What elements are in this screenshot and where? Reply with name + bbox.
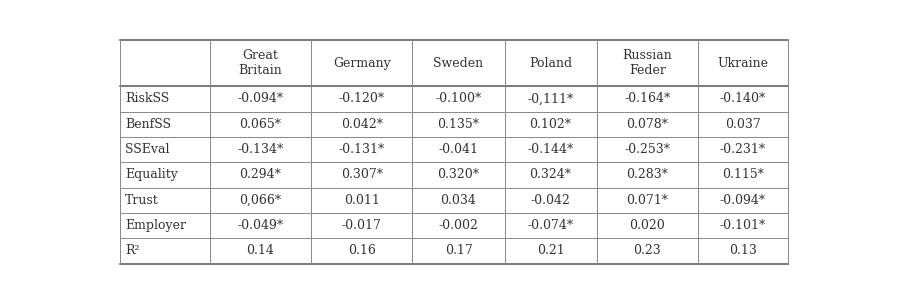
- Text: Poland: Poland: [529, 57, 572, 70]
- Text: 0.078*: 0.078*: [626, 118, 668, 131]
- Text: BenfSS: BenfSS: [125, 118, 171, 131]
- Text: Trust: Trust: [125, 194, 159, 207]
- Text: -0.074*: -0.074*: [527, 219, 574, 232]
- Text: 0.283*: 0.283*: [626, 168, 668, 181]
- Text: 0.011: 0.011: [344, 194, 379, 207]
- Text: -0.002: -0.002: [439, 219, 478, 232]
- Text: Sweden: Sweden: [433, 57, 484, 70]
- Text: Employer: Employer: [125, 219, 186, 232]
- Text: SSEval: SSEval: [125, 143, 169, 156]
- Text: 0.034: 0.034: [441, 194, 476, 207]
- Text: -0.101*: -0.101*: [720, 219, 766, 232]
- Text: 0.042*: 0.042*: [341, 118, 383, 131]
- Text: -0,111*: -0,111*: [527, 92, 574, 105]
- Text: 0.135*: 0.135*: [438, 118, 480, 131]
- Text: -0.017: -0.017: [342, 219, 382, 232]
- Text: 0.102*: 0.102*: [529, 118, 571, 131]
- Text: 0.13: 0.13: [729, 244, 757, 257]
- Text: -0.049*: -0.049*: [238, 219, 283, 232]
- Text: 0.020: 0.020: [630, 219, 665, 232]
- Text: -0.100*: -0.100*: [435, 92, 482, 105]
- Text: -0.253*: -0.253*: [624, 143, 670, 156]
- Text: 0.23: 0.23: [633, 244, 661, 257]
- Text: 0.071*: 0.071*: [626, 194, 668, 207]
- Text: -0.094*: -0.094*: [720, 194, 766, 207]
- Text: 0.324*: 0.324*: [529, 168, 571, 181]
- Text: -0.231*: -0.231*: [720, 143, 766, 156]
- Text: -0.131*: -0.131*: [339, 143, 385, 156]
- Text: -0.120*: -0.120*: [339, 92, 385, 105]
- Text: 0.21: 0.21: [537, 244, 565, 257]
- Text: 0.037: 0.037: [725, 118, 760, 131]
- Text: Ukraine: Ukraine: [717, 57, 769, 70]
- Text: 0.16: 0.16: [348, 244, 376, 257]
- Text: 0.065*: 0.065*: [239, 118, 282, 131]
- Text: -0.140*: -0.140*: [720, 92, 766, 105]
- Text: Germany: Germany: [333, 57, 390, 70]
- Text: Russian
Feder: Russian Feder: [622, 49, 672, 77]
- Text: -0.164*: -0.164*: [624, 92, 670, 105]
- Text: -0.134*: -0.134*: [238, 143, 283, 156]
- Text: Equality: Equality: [125, 168, 177, 181]
- Text: 0.115*: 0.115*: [722, 168, 764, 181]
- Text: 0.307*: 0.307*: [341, 168, 383, 181]
- Text: -0.144*: -0.144*: [527, 143, 574, 156]
- Text: 0.320*: 0.320*: [438, 168, 480, 181]
- Text: -0.042: -0.042: [531, 194, 570, 207]
- Text: 0.14: 0.14: [247, 244, 274, 257]
- Text: 0,066*: 0,066*: [239, 194, 282, 207]
- Text: -0.094*: -0.094*: [238, 92, 283, 105]
- Text: Great
Britain: Great Britain: [239, 49, 282, 77]
- Text: RiskSS: RiskSS: [125, 92, 169, 105]
- Text: R²: R²: [125, 244, 139, 257]
- Text: 0.17: 0.17: [444, 244, 473, 257]
- Text: -0.041: -0.041: [439, 143, 479, 156]
- Text: 0.294*: 0.294*: [239, 168, 282, 181]
